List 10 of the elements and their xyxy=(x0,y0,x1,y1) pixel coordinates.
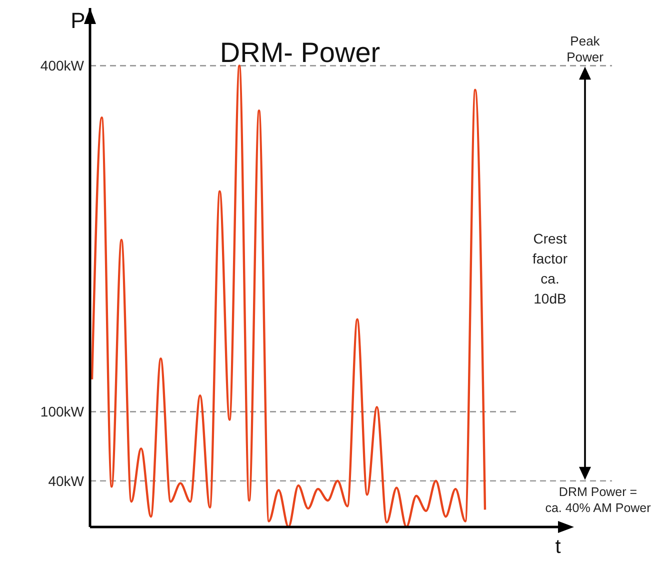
y-tick-label: 400kW xyxy=(40,58,85,74)
text: Crest factor ca. 10dB xyxy=(532,230,568,306)
y-axis-title: P xyxy=(70,8,86,33)
y-tick-label: 40kW xyxy=(48,472,85,489)
ref-line-label: DRM Power = ca. 40% AM Power xyxy=(545,484,651,515)
x-axis-title: t xyxy=(555,536,562,558)
line-series xyxy=(90,64,486,528)
ref-line-label: Peak Power xyxy=(566,34,604,65)
y-tick-label: 100kW xyxy=(40,404,85,420)
text: DRM- Power xyxy=(220,37,380,68)
